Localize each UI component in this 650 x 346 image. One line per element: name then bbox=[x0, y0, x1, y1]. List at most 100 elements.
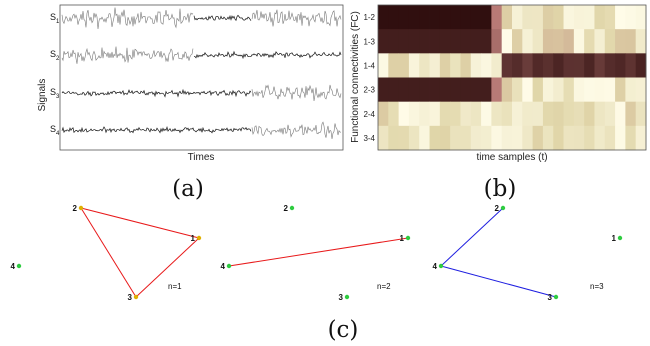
channel-label: S1 bbox=[50, 12, 60, 25]
heatmap-cell bbox=[491, 125, 503, 151]
heatmap-cell bbox=[378, 101, 389, 127]
heatmap-cell bbox=[512, 101, 523, 127]
heatmap-cell bbox=[419, 101, 430, 127]
heatmap-cell bbox=[460, 53, 472, 78]
heatmap-cell bbox=[584, 29, 595, 54]
graph-caption: n=3 bbox=[590, 282, 604, 291]
heatmap-cell bbox=[512, 5, 523, 30]
heatmap-cell bbox=[460, 5, 472, 30]
heatmap-cell bbox=[615, 29, 626, 54]
heatmap-cell bbox=[439, 53, 451, 78]
heatmap-cell bbox=[594, 53, 606, 78]
graph-edge bbox=[440, 207, 504, 267]
heatmap-cell bbox=[398, 77, 410, 103]
channel-labels: S1 S2 S3 S4 bbox=[50, 12, 60, 137]
heatmap-cell bbox=[615, 5, 626, 30]
heatmap-cell bbox=[429, 5, 441, 30]
heatmap-cell bbox=[542, 77, 554, 103]
heatmap-row-label: 3-4 bbox=[363, 134, 375, 143]
heatmap-cell bbox=[522, 5, 534, 30]
heatmap-cell bbox=[429, 53, 441, 78]
heatmap-row-label: 2-4 bbox=[363, 110, 375, 119]
heatmap-cell bbox=[532, 53, 544, 78]
heatmap-cell bbox=[460, 125, 472, 151]
heatmap-cell bbox=[491, 77, 503, 103]
heatmap-cell bbox=[450, 101, 461, 127]
heatmap-cell bbox=[481, 5, 492, 30]
heatmap-cell bbox=[398, 53, 410, 78]
graph-node-label: 3 bbox=[339, 293, 344, 302]
graph-caption: n=2 bbox=[377, 282, 391, 291]
heatmap-cell bbox=[439, 101, 451, 127]
heatmap-cell bbox=[522, 29, 534, 54]
graph-node bbox=[78, 205, 84, 211]
heatmap-cell bbox=[635, 53, 647, 78]
heatmap-cell bbox=[594, 5, 606, 30]
heatmap-cell bbox=[615, 77, 626, 103]
heatmap-cell bbox=[635, 77, 647, 103]
heatmap-cell bbox=[594, 77, 606, 103]
graph-edge bbox=[80, 207, 200, 239]
heatmap-cell bbox=[398, 29, 410, 54]
heatmap-cell bbox=[625, 77, 637, 103]
heatmap-cell bbox=[573, 77, 585, 103]
heatmap-cell bbox=[522, 125, 534, 151]
heatmap-cell bbox=[501, 53, 513, 78]
heatmap-cell bbox=[470, 29, 482, 54]
panel-c-graphs: 1 2 3 4 n=1 1 2 3 4 n=2 1 2 3 4 n=3 (c) bbox=[11, 204, 623, 343]
heatmap-cell bbox=[635, 5, 647, 30]
panel-c-label: (c) bbox=[328, 317, 359, 343]
panel-a-ylabel: Signals bbox=[37, 79, 48, 112]
heatmap-cell bbox=[388, 5, 400, 30]
graph-node bbox=[553, 294, 559, 300]
heatmap-cell bbox=[615, 101, 626, 127]
graph-edge bbox=[440, 265, 557, 298]
signal-trace-active bbox=[193, 50, 342, 60]
heatmap-cell bbox=[625, 5, 637, 30]
heatmap-cell bbox=[532, 5, 544, 30]
signal-trace-idle bbox=[251, 84, 342, 102]
heatmap-cell bbox=[573, 5, 585, 30]
heatmap-row-labels: 1-2 1-3 1-4 2-3 2-4 3-4 bbox=[363, 13, 375, 143]
graph-node bbox=[289, 205, 295, 211]
graph-node-label: 1 bbox=[612, 234, 617, 243]
graph-node bbox=[405, 235, 411, 241]
panel-a-signals: S1 S2 S3 S4 Signals Times (a) bbox=[37, 4, 344, 202]
panel-b-label: (b) bbox=[484, 176, 517, 202]
heatmap-row-label: 1-3 bbox=[363, 37, 375, 46]
heatmap-cells bbox=[378, 5, 647, 151]
heatmap-cell bbox=[512, 29, 523, 54]
heatmap-cell bbox=[625, 53, 637, 78]
heatmap-cell bbox=[378, 53, 389, 78]
heatmap-cell bbox=[501, 29, 513, 54]
heatmap-cell bbox=[542, 29, 554, 54]
heatmap-cell bbox=[512, 53, 523, 78]
heatmap-cell bbox=[553, 77, 564, 103]
heatmap-cell bbox=[615, 53, 626, 78]
heatmap-cell bbox=[553, 101, 564, 127]
heatmap-cell bbox=[635, 29, 647, 54]
heatmap-cell bbox=[625, 101, 637, 127]
heatmap-cell bbox=[501, 101, 513, 127]
heatmap-cell bbox=[553, 29, 564, 54]
heatmap-cell bbox=[408, 101, 420, 127]
heatmap-cell bbox=[481, 77, 492, 103]
heatmap-row-label: 2-3 bbox=[363, 86, 375, 95]
heatmap-cell bbox=[615, 125, 626, 151]
channel-label: S3 bbox=[50, 87, 60, 100]
heatmap-cell bbox=[604, 77, 616, 103]
heatmap-cell bbox=[584, 77, 595, 103]
heatmap-cell bbox=[398, 101, 410, 127]
channel-label: S2 bbox=[50, 49, 60, 62]
graph-node bbox=[16, 263, 22, 269]
heatmap-cell bbox=[532, 29, 544, 54]
heatmap-cell bbox=[378, 29, 389, 54]
heatmap-cell bbox=[491, 29, 503, 54]
heatmap-cell bbox=[625, 29, 637, 54]
heatmap-cell bbox=[635, 125, 647, 151]
heatmap-cell bbox=[604, 101, 616, 127]
graph-node-label: 3 bbox=[128, 293, 133, 302]
graph-node bbox=[196, 235, 202, 241]
heatmap-cell bbox=[439, 5, 451, 30]
